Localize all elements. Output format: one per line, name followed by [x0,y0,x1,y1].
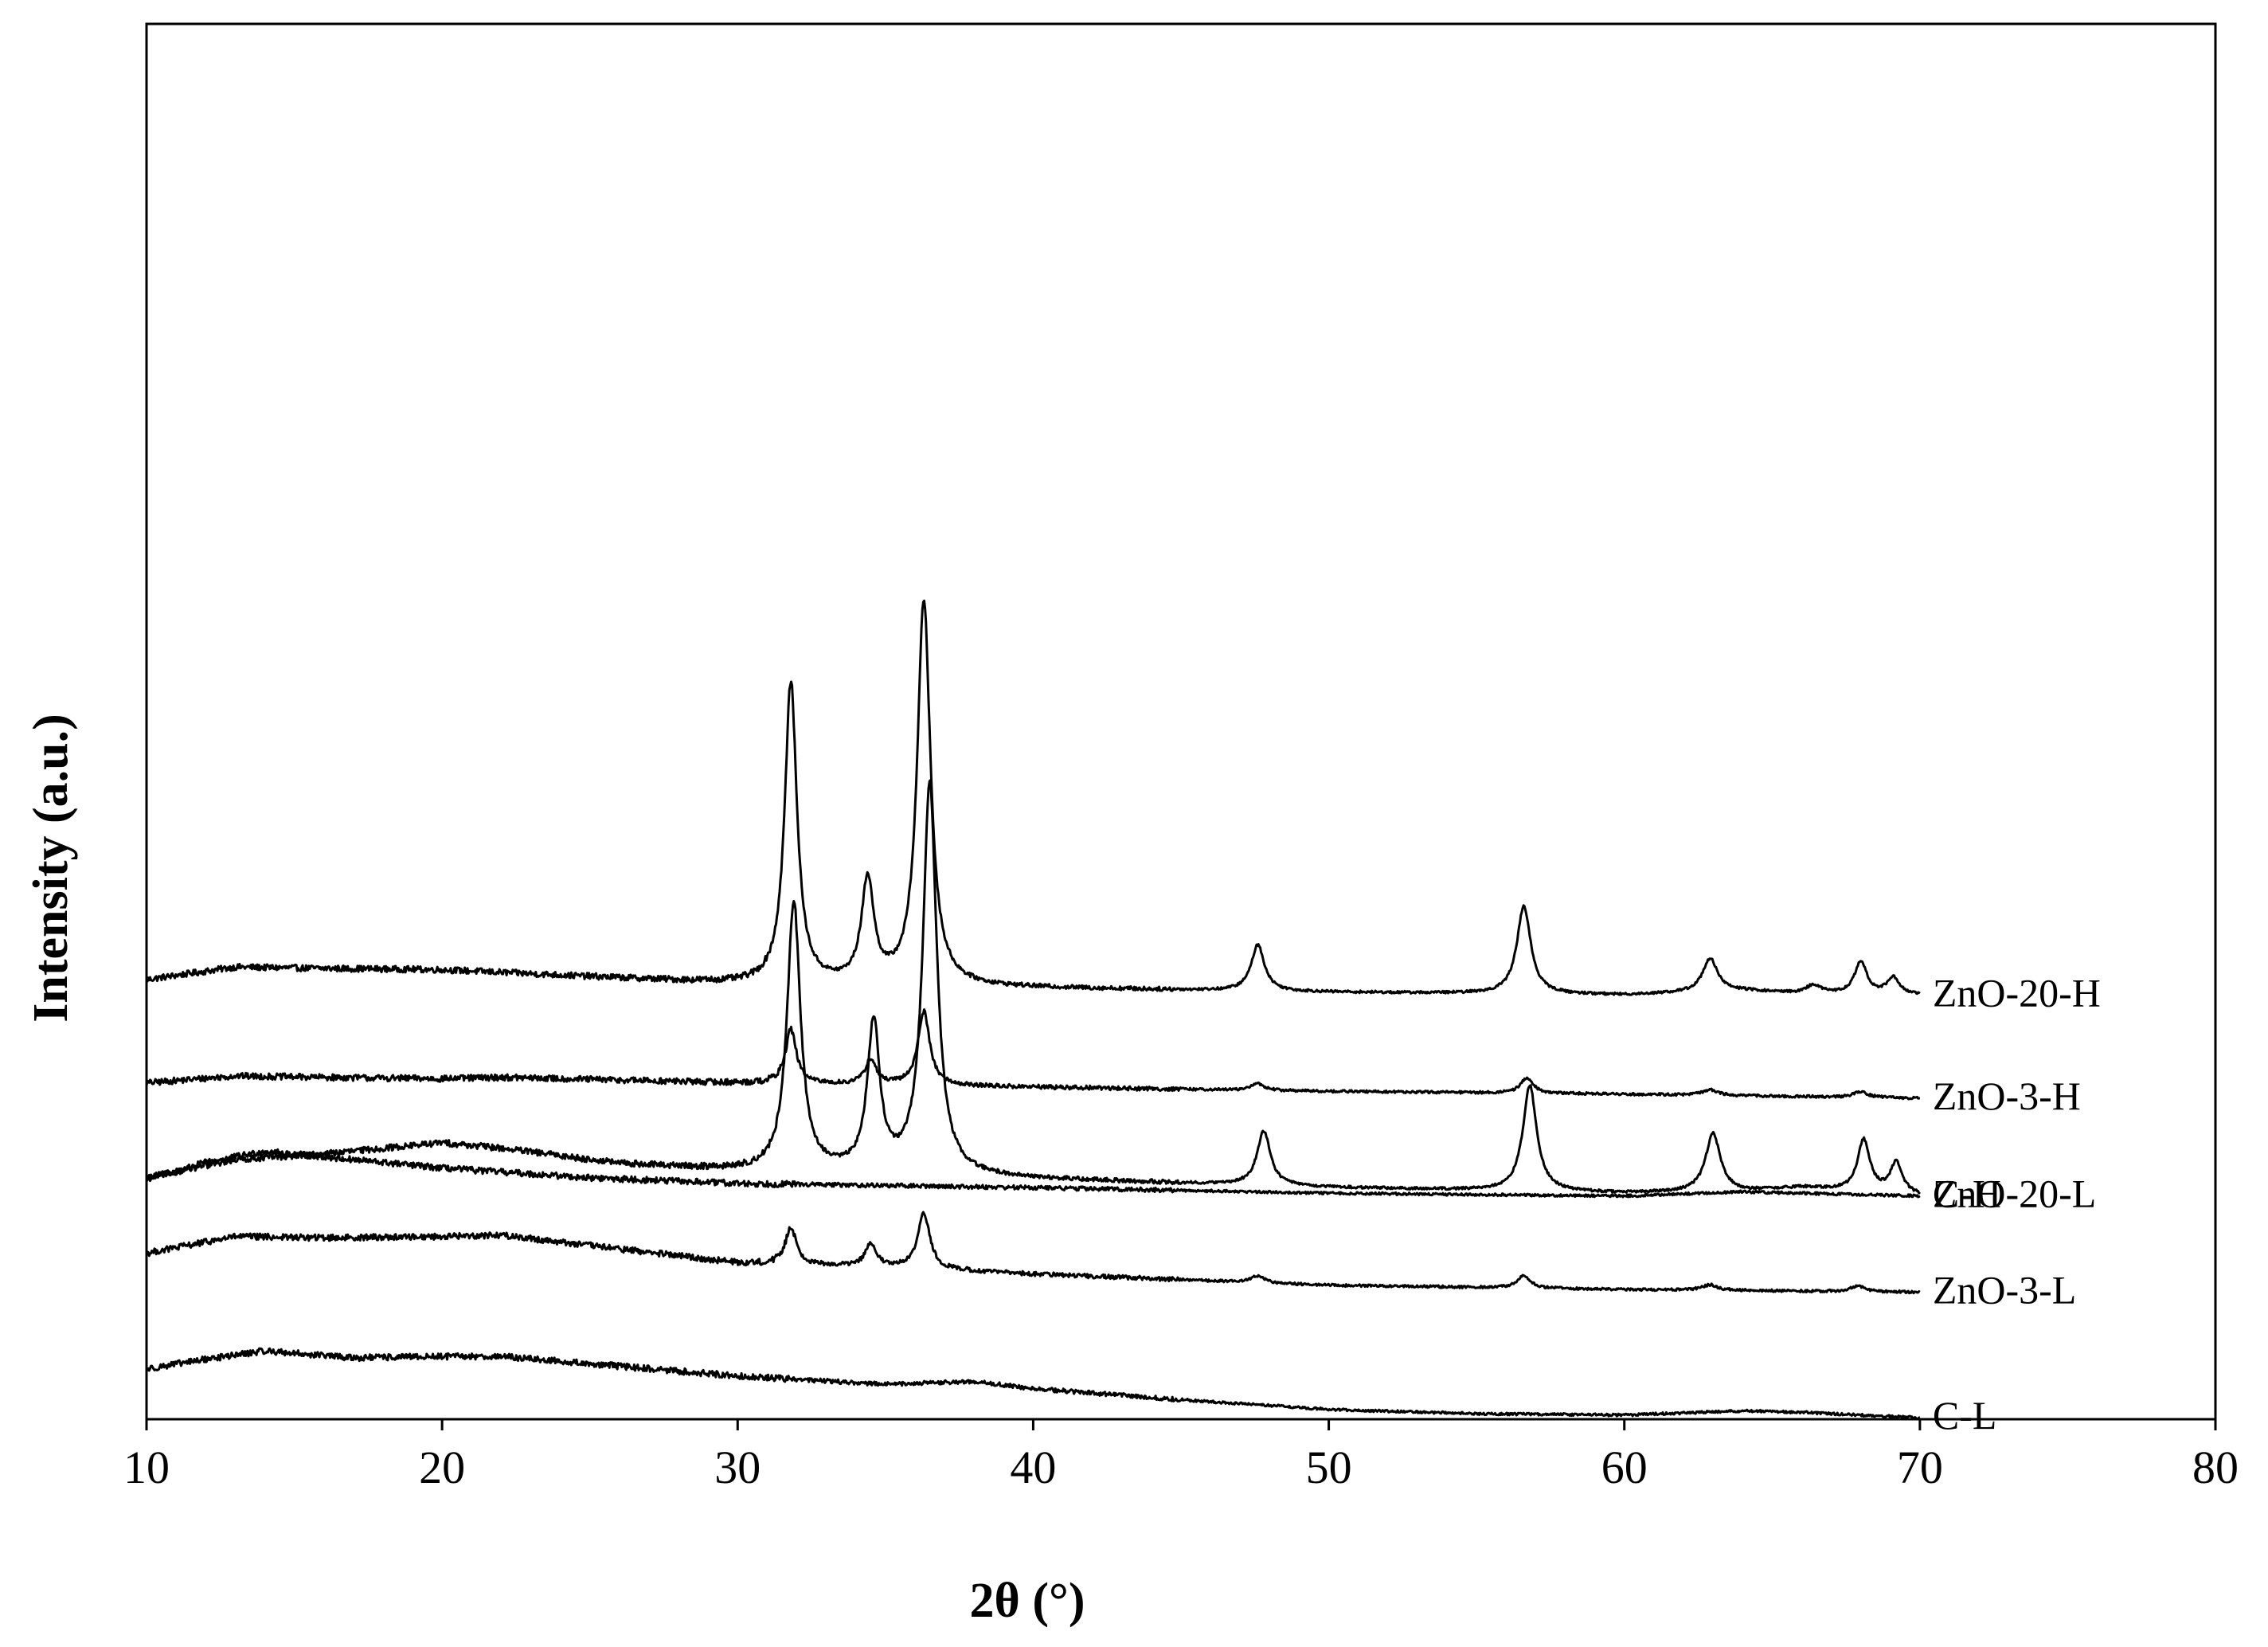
series-label-ZnO-3-L: ZnO-3-L [1933,1268,2077,1313]
series-line-ZnO-3-H [145,1008,1921,1101]
plot-frame [145,22,2217,1421]
series-label-ZnO-20-H: ZnO-20-H [1933,970,2101,1015]
series-label-C-L: C-L [1933,1393,1997,1438]
series-label-ZnO-3-H: ZnO-3-H [1933,1074,2081,1118]
y-axis-title: Intensity (a.u.) [24,714,78,1023]
series-line-ZnO-3-L [145,1211,1921,1295]
x-tick-label-20: 20 [419,1442,465,1493]
x-tick-label-80: 80 [2192,1442,2239,1493]
series-label-ZnO-20-L: ZnO-20-L [1933,1172,2097,1216]
x-axis-ticks: 10 20 30 40 50 60 70 80 [123,1419,2239,1493]
x-tick-label-10: 10 [123,1442,170,1493]
x-tick-label-30: 30 [714,1442,761,1493]
x-tick-label-70: 70 [1897,1442,1943,1493]
x-tick-label-40: 40 [1010,1442,1056,1493]
x-axis-title: 2θ (°) [970,1574,1085,1628]
series-line-ZnO-20-H [145,599,1921,996]
x-tick-label-50: 50 [1306,1442,1352,1493]
series-line-C-L [145,1347,1921,1421]
series-line-ZnO-20-L [145,779,1922,1195]
series-line-C-H [146,1148,1921,1199]
series-lines [145,599,1922,1421]
x-tick-label-60: 60 [1601,1442,1648,1493]
series-label-C-H: C-H [1933,1172,2001,1216]
